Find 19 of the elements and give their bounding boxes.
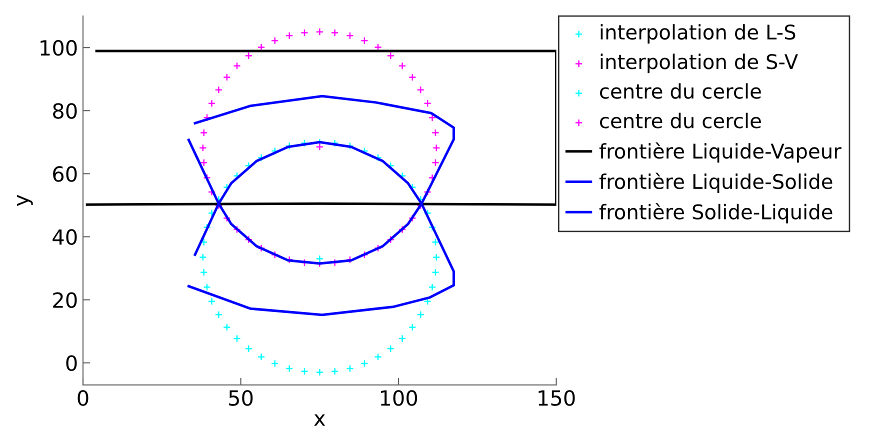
legend-label: frontière Solide-Liquide [599,203,832,224]
x-tick-label: 50 [229,390,253,406]
legend-label: frontière Liquide-Solide [599,172,832,194]
legend-label: interpolation de S-V [600,54,798,74]
y-tick-label: 40 [52,229,77,245]
y-tick-label: 0 [66,355,77,372]
x-tick-label: 0 [78,390,88,406]
legend-label: centre du cercle [600,83,761,99]
y-tick-label: 20 [53,292,77,308]
x-axis-title: x [314,414,326,426]
legend-label: frontière Liquide-Vapeur [599,142,842,163]
legend-label: interpolation de L-S [600,24,796,44]
x-tick-label: 100 [380,390,418,406]
y-tick-label: 60 [53,166,77,182]
y-tick-label: 100 [40,40,77,56]
y-axis-title: y [17,194,33,206]
x-tick-label: 150 [538,390,575,406]
y-tick-label: 80 [53,103,77,119]
legend-label: centre du cercle [600,112,761,128]
